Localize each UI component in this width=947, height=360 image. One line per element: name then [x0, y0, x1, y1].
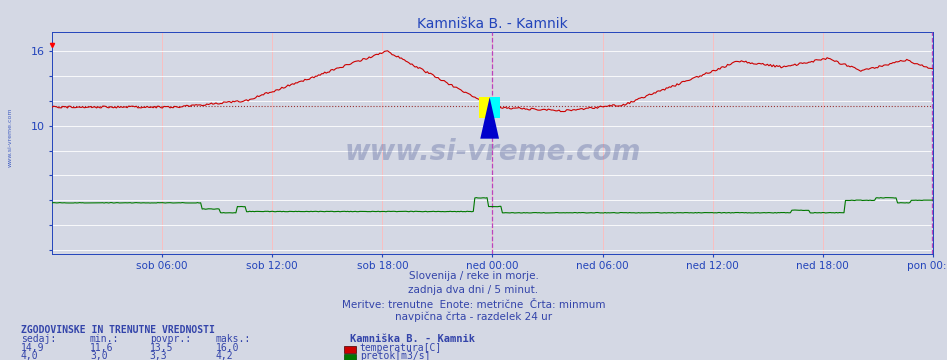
- Text: navpična črta - razdelek 24 ur: navpična črta - razdelek 24 ur: [395, 312, 552, 323]
- Text: zadnja dva dni / 5 minut.: zadnja dva dni / 5 minut.: [408, 285, 539, 296]
- Text: 3,3: 3,3: [150, 351, 168, 360]
- Text: 3,0: 3,0: [90, 351, 108, 360]
- Text: sedaj:: sedaj:: [21, 334, 56, 344]
- Title: Kamniška B. - Kamnik: Kamniška B. - Kamnik: [417, 17, 568, 31]
- Bar: [490, 97, 500, 118]
- Text: 13,5: 13,5: [150, 343, 173, 353]
- Text: povpr.:: povpr.:: [150, 334, 190, 344]
- Text: 11,6: 11,6: [90, 343, 114, 353]
- Text: www.si-vreme.com: www.si-vreme.com: [344, 138, 641, 166]
- Bar: [479, 97, 490, 118]
- Text: maks.:: maks.:: [216, 334, 251, 344]
- Text: 14,9: 14,9: [21, 343, 45, 353]
- Text: 4,0: 4,0: [21, 351, 39, 360]
- Text: min.:: min.:: [90, 334, 119, 344]
- Text: 4,2: 4,2: [216, 351, 234, 360]
- Polygon shape: [480, 97, 499, 139]
- Text: ZGODOVINSKE IN TRENUTNE VREDNOSTI: ZGODOVINSKE IN TRENUTNE VREDNOSTI: [21, 325, 215, 335]
- Text: pretok[m3/s]: pretok[m3/s]: [360, 351, 430, 360]
- Text: Meritve: trenutne  Enote: metrične  Črta: minmum: Meritve: trenutne Enote: metrične Črta: …: [342, 300, 605, 310]
- Text: www.si-vreme.com: www.si-vreme.com: [8, 107, 12, 167]
- Text: Slovenija / reke in morje.: Slovenija / reke in morje.: [408, 271, 539, 281]
- Text: Kamniška B. - Kamnik: Kamniška B. - Kamnik: [350, 334, 475, 344]
- Text: temperatura[C]: temperatura[C]: [360, 343, 442, 353]
- Text: 16,0: 16,0: [216, 343, 240, 353]
